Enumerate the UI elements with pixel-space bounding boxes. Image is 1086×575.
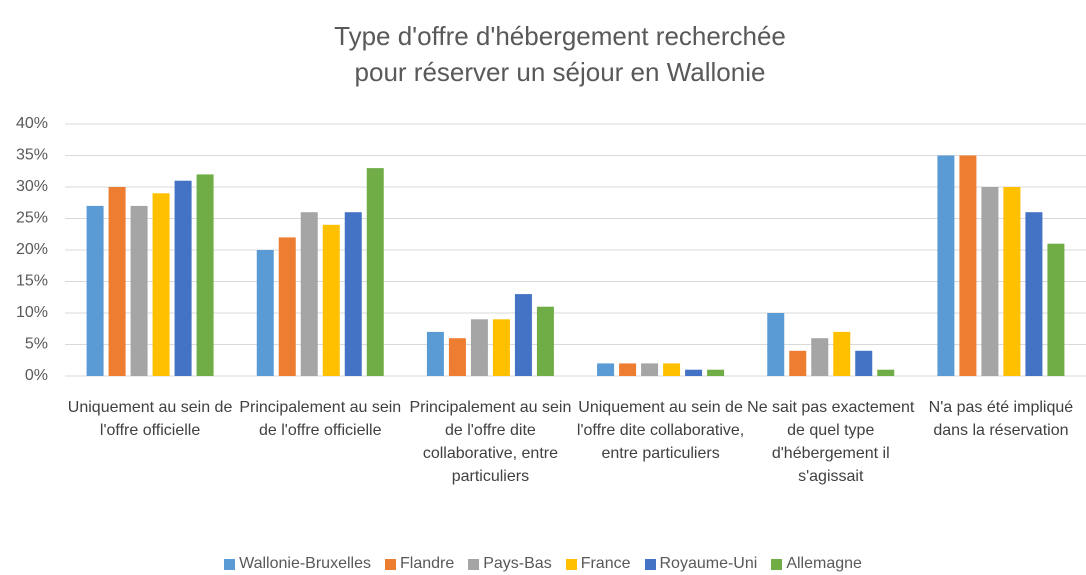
legend-item: Allemagne [771, 555, 862, 573]
bar [641, 363, 659, 376]
y-tick-label: 20% [16, 241, 48, 258]
legend-swatch [224, 558, 236, 570]
bar [108, 187, 126, 376]
x-tick-label: Principalement au sein de l'offre offici… [239, 399, 402, 439]
legend-item: Flandre [384, 555, 455, 573]
bar [470, 319, 488, 376]
y-tick-label: 0% [25, 367, 48, 384]
bar [278, 237, 296, 376]
x-tick-label: Uniquement au sein de l'offre officielle [67, 399, 233, 439]
bar [855, 350, 873, 376]
bar [130, 205, 148, 376]
bar [514, 294, 532, 376]
legend-swatch [384, 558, 396, 570]
bar [366, 168, 384, 376]
legend-item: France [565, 555, 631, 573]
bar [1025, 212, 1043, 376]
bar [789, 350, 807, 376]
bar [619, 363, 637, 376]
y-tick-label: 5% [25, 336, 48, 353]
bar [959, 155, 977, 376]
bar [811, 338, 829, 376]
legend-label: France [580, 555, 631, 572]
x-tick-label: Principalement au sein de l'offre dite c… [409, 399, 572, 485]
bar [300, 212, 318, 376]
bar [1003, 187, 1021, 376]
x-tick-label: Uniquement au sein de l'offre dite colla… [576, 399, 745, 462]
x-tick-label: N'a pas été impliqué dans la réservation [928, 399, 1074, 439]
legend-swatch [771, 558, 783, 570]
bar [536, 306, 554, 376]
legend: Wallonie-Bruxelles Flandre Pays-Bas France R… [0, 555, 1086, 573]
bar [877, 369, 895, 376]
bar [1047, 243, 1065, 376]
y-tick-label: 25% [16, 210, 48, 227]
y-tick-label: 40% [16, 115, 48, 132]
bar [767, 313, 785, 376]
y-tick-label: 15% [16, 273, 48, 290]
legend-label: Flandre [399, 555, 455, 572]
y-tick-label: 10% [16, 304, 48, 321]
bar [492, 319, 510, 376]
legend-item: Pays-Bas [468, 555, 552, 573]
bar [833, 331, 851, 376]
chart-title: Type d'offre d'hébergement recherchée [334, 21, 786, 51]
bar [663, 363, 681, 376]
bar [685, 369, 703, 376]
legend-label: Royaume-Uni [659, 555, 758, 572]
legend-swatch [644, 558, 656, 570]
bar [426, 331, 444, 376]
bar [322, 224, 340, 376]
y-tick-label: 30% [16, 178, 48, 195]
bar [344, 212, 362, 376]
bar [981, 187, 999, 376]
chart-title: pour réserver un séjour en Wallonie [355, 57, 766, 87]
bar [196, 174, 214, 376]
bar [152, 193, 170, 376]
legend-label: Wallonie-Bruxelles [239, 555, 371, 572]
legend-item: Royaume-Uni [644, 555, 758, 573]
legend-label: Allemagne [786, 555, 862, 572]
legend-swatch [468, 558, 480, 570]
bar [937, 155, 955, 376]
legend-swatch [565, 558, 577, 570]
bar [174, 180, 192, 376]
bar [448, 338, 466, 376]
x-tick-label: Ne sait pas exactement de quel type d'hé… [747, 399, 915, 485]
bar [707, 369, 725, 376]
legend-label: Pays-Bas [483, 555, 552, 572]
y-tick-label: 35% [16, 147, 48, 164]
bar [86, 205, 104, 376]
bar [597, 363, 615, 376]
legend-item: Wallonie-Bruxelles [224, 555, 371, 573]
bar [256, 250, 274, 376]
